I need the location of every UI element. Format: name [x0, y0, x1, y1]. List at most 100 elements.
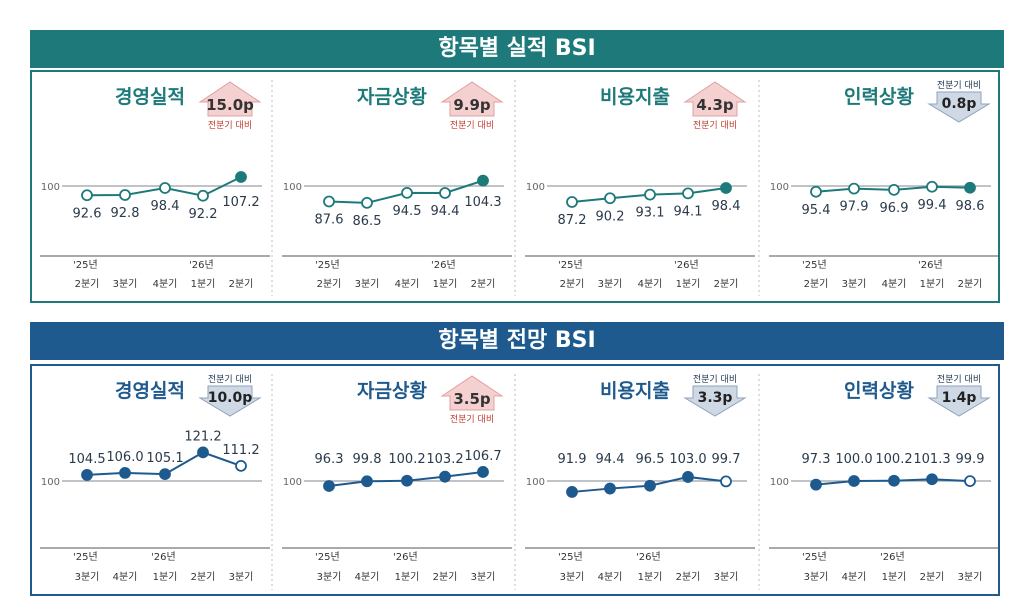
data-label: 86.5 [353, 214, 382, 229]
change-value: 15.0p [206, 96, 254, 114]
data-point [81, 469, 93, 481]
year-tick-label: '25년 [802, 551, 827, 563]
year-tick-label: '26년 [636, 551, 661, 563]
up-arrow-icon [198, 81, 262, 117]
data-label: 99.7 [712, 452, 741, 467]
data-label: 90.2 [596, 209, 625, 224]
quarter-tick-label: 2분기 [560, 278, 585, 290]
change-label: 전분기 대비 [937, 80, 981, 91]
data-point [888, 474, 900, 487]
quarter-tick-label: 1분기 [153, 571, 178, 583]
data-label: 103.0 [669, 452, 706, 467]
data-point [720, 475, 732, 488]
change-value: 9.9p [453, 96, 491, 114]
chart-title: 비용지출 [600, 380, 670, 402]
data-point [926, 180, 938, 193]
data-point [439, 187, 451, 199]
change-label: 전분기 대비 [937, 374, 981, 385]
change-label: 전분기 대비 [208, 374, 252, 385]
quarter-tick-label: 4분기 [355, 571, 380, 583]
data-point [566, 486, 578, 498]
data-label: 111.2 [222, 443, 259, 458]
quarter-tick-label: 4분기 [882, 278, 907, 290]
data-label: 100.2 [388, 452, 425, 467]
panel-actual [30, 70, 1000, 303]
data-label: 92.8 [111, 206, 140, 221]
section-header-outlook: 항목별 전망 BSI [30, 322, 1004, 360]
data-label: 104.3 [464, 195, 501, 210]
quarter-tick-label: 3분기 [804, 571, 829, 583]
year-tick-label: '26년 [151, 551, 176, 563]
year-tick-label: '26년 [189, 259, 214, 271]
data-label: 94.4 [596, 452, 625, 467]
quarter-tick-label: 4분기 [598, 571, 623, 583]
change-label: 전분기 대비 [208, 120, 252, 131]
data-point [197, 189, 209, 202]
quarter-tick-label: 1분기 [638, 571, 663, 583]
data-point [119, 466, 131, 479]
panel-outlook [30, 364, 1000, 596]
year-tick-label: '25년 [315, 259, 340, 271]
data-point [964, 475, 976, 488]
axis-100-label: 100 [283, 477, 302, 488]
data-point [477, 174, 489, 187]
change-label: 전분기 대비 [693, 374, 737, 385]
data-point [644, 479, 656, 492]
up-arrow-icon [440, 81, 504, 117]
data-point [720, 182, 732, 194]
data-point [566, 196, 578, 208]
data-label: 104.5 [68, 452, 105, 467]
data-point [888, 183, 900, 196]
section-title-outlook: 항목별 전망 BSI [438, 328, 596, 353]
year-tick-label: '26년 [918, 259, 943, 271]
quarter-tick-label: 2분기 [920, 571, 945, 583]
quarter-tick-label: 4분기 [395, 278, 420, 290]
axis-100-label: 100 [41, 182, 60, 193]
data-point [848, 475, 860, 487]
quarter-tick-label: 4분기 [638, 278, 663, 290]
data-point [810, 185, 822, 198]
data-point [235, 459, 247, 472]
data-label: 101.3 [913, 452, 950, 467]
data-point [682, 187, 694, 200]
year-tick-label: '25년 [73, 551, 98, 563]
data-point [235, 171, 247, 183]
data-point [439, 470, 451, 483]
data-label: 94.5 [393, 204, 422, 219]
data-point [361, 196, 373, 209]
quarter-tick-label: 3분기 [75, 571, 100, 583]
data-label: 94.1 [674, 204, 703, 219]
data-point [81, 189, 93, 202]
data-point [926, 473, 938, 486]
data-label: 87.2 [558, 213, 587, 228]
quarter-tick-label: 2분기 [676, 571, 701, 583]
quarter-tick-label: 3분기 [842, 278, 867, 290]
quarter-tick-label: 3분기 [471, 571, 496, 583]
quarter-tick-label: 1분기 [191, 278, 216, 290]
data-point [401, 186, 413, 199]
data-point [159, 182, 171, 194]
data-label: 95.4 [802, 203, 831, 218]
down-arrow-icon [927, 91, 991, 123]
data-point [401, 474, 413, 487]
year-tick-label: '26년 [393, 551, 418, 563]
data-label: 103.2 [426, 452, 463, 467]
quarter-tick-label: 2분기 [317, 278, 342, 290]
data-label: 94.4 [431, 204, 460, 219]
quarter-tick-label: 2분기 [471, 278, 496, 290]
change-value: 0.8p [942, 96, 977, 112]
quarter-tick-label: 3분기 [598, 278, 623, 290]
change-value: 4.3p [696, 96, 734, 114]
axis-100-label: 100 [526, 182, 545, 193]
year-tick-label: '25년 [315, 551, 340, 563]
quarter-tick-label: 2분기 [191, 571, 216, 583]
chart-title: 경영실적 [115, 86, 185, 108]
axis-100-label: 100 [526, 477, 545, 488]
chart-title: 경영실적 [115, 380, 185, 402]
chart-title: 자금상황 [357, 379, 427, 402]
quarter-tick-label: 4분기 [113, 571, 138, 583]
year-tick-label: '26년 [880, 551, 905, 563]
data-point [964, 181, 976, 194]
quarter-tick-label: 1분기 [395, 571, 420, 583]
quarter-tick-label: 2분기 [958, 278, 983, 290]
